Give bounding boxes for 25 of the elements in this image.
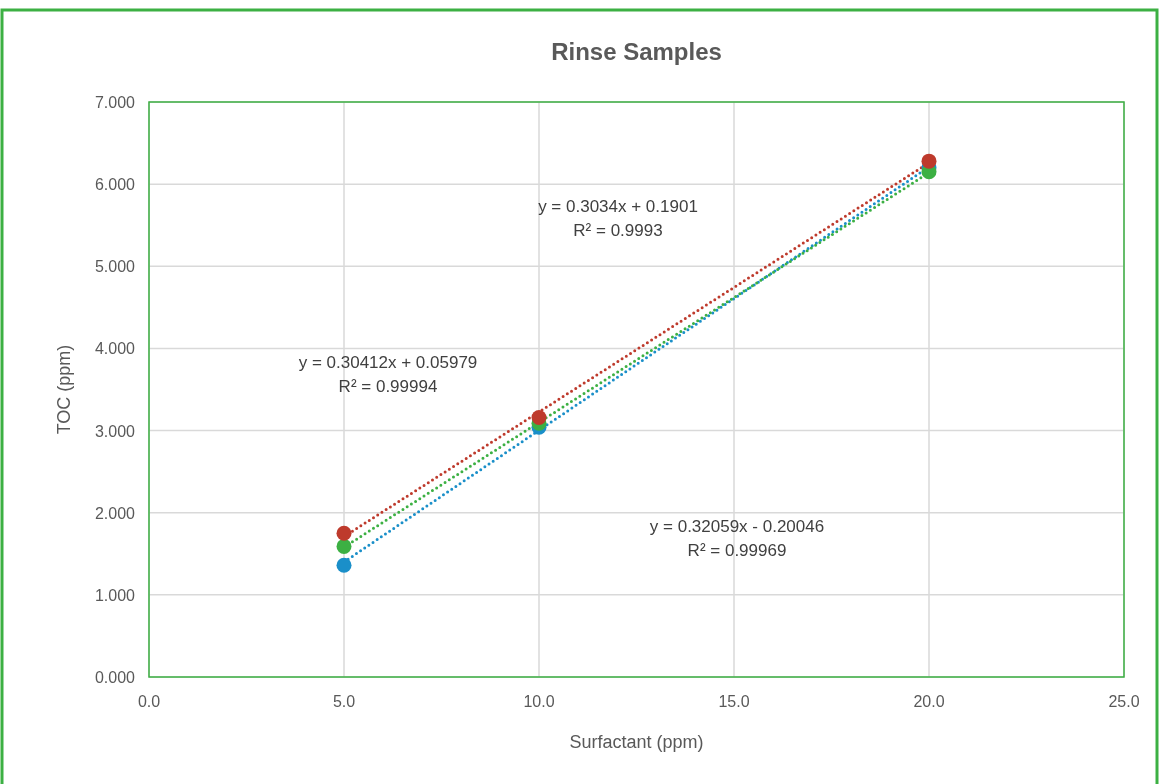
point bbox=[336, 538, 352, 554]
y-tick-label: 6.000 bbox=[94, 176, 136, 194]
x-tick-label: 20.0 bbox=[913, 693, 945, 710]
x-tick-label: 5.0 bbox=[332, 693, 356, 710]
point bbox=[336, 557, 352, 573]
y-tick-label: 2.000 bbox=[94, 504, 136, 522]
point bbox=[531, 409, 547, 425]
y-tick-label: 3.000 bbox=[94, 422, 136, 440]
y-tick-label: 4.000 bbox=[94, 340, 136, 358]
y-tick-label: 7.000 bbox=[94, 94, 136, 111]
point bbox=[921, 153, 937, 169]
x-tick-label: 10.0 bbox=[523, 693, 555, 710]
x-tick-label: 25.0 bbox=[1108, 693, 1140, 710]
x-tick-label: 15.0 bbox=[718, 693, 750, 710]
x-axis-title: Surfactant (ppm) bbox=[569, 732, 704, 752]
point bbox=[336, 525, 352, 541]
y-tick-label: 5.000 bbox=[94, 258, 136, 276]
y-tick-label: 0.000 bbox=[94, 669, 136, 686]
chart-title: Rinse Samples bbox=[551, 38, 722, 65]
annotation: y = 0.30412x + 0.05979 R² = 0.99994 bbox=[298, 353, 478, 396]
y-axis-title: TOC (ppm) bbox=[54, 344, 74, 435]
annotation: y = 0.3034x + 0.1901 R² = 0.9993 bbox=[538, 197, 698, 240]
x-tick-label: 0.0 bbox=[137, 693, 161, 710]
annotation: y = 0.32059x - 0.20046 R² = 0.99969 bbox=[649, 517, 825, 560]
y-tick-label: 1.000 bbox=[94, 586, 136, 604]
